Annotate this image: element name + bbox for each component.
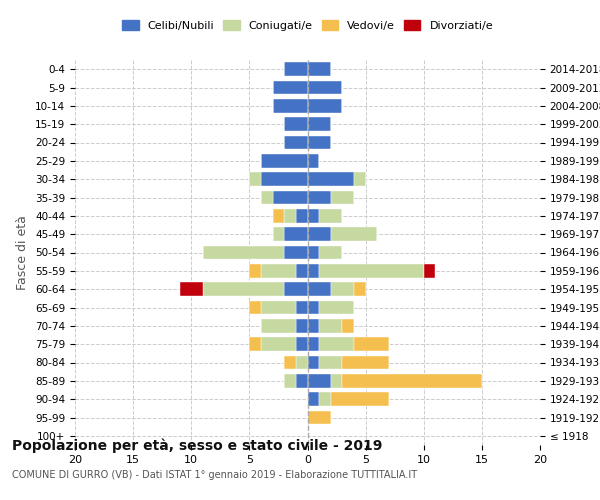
Bar (319, 300, 354, 314)
Bar (296, 264, 308, 278)
Bar (308, 80, 343, 94)
Bar (331, 228, 377, 241)
Bar (250, 338, 261, 351)
Bar (250, 264, 261, 278)
Bar (261, 264, 296, 278)
Bar (272, 80, 308, 94)
Bar (308, 246, 319, 260)
Bar (308, 300, 319, 314)
Bar (272, 209, 284, 222)
Bar (284, 374, 296, 388)
Bar (203, 246, 284, 260)
Bar (331, 392, 389, 406)
Bar (343, 319, 354, 332)
Bar (424, 264, 436, 278)
Bar (308, 392, 319, 406)
Bar (296, 319, 308, 332)
Bar (319, 392, 331, 406)
Bar (308, 319, 319, 332)
Text: COMUNE DI GURRO (VB) - Dati ISTAT 1° gennaio 2019 - Elaborazione TUTTITALIA.IT: COMUNE DI GURRO (VB) - Dati ISTAT 1° gen… (12, 470, 417, 480)
Bar (296, 300, 308, 314)
Bar (308, 374, 331, 388)
Bar (296, 356, 308, 370)
Bar (284, 118, 308, 131)
Bar (308, 154, 319, 168)
Bar (272, 99, 308, 112)
Bar (354, 282, 365, 296)
Bar (261, 172, 308, 186)
Bar (179, 282, 203, 296)
Bar (261, 319, 296, 332)
Bar (272, 228, 284, 241)
Bar (354, 172, 365, 186)
Bar (308, 228, 331, 241)
Y-axis label: Fasce di età: Fasce di età (16, 215, 29, 290)
Bar (319, 319, 343, 332)
Bar (319, 264, 424, 278)
Bar (354, 338, 389, 351)
Bar (284, 282, 308, 296)
Bar (319, 209, 343, 222)
Bar (319, 356, 343, 370)
Bar (296, 374, 308, 388)
Bar (296, 209, 308, 222)
Bar (331, 190, 354, 204)
Bar (343, 374, 482, 388)
Bar (319, 338, 354, 351)
Bar (308, 62, 331, 76)
Bar (308, 410, 331, 424)
Bar (261, 190, 272, 204)
Bar (250, 172, 261, 186)
Text: Popolazione per età, sesso e stato civile - 2019: Popolazione per età, sesso e stato civil… (12, 438, 382, 453)
Bar (272, 190, 308, 204)
Bar (308, 338, 319, 351)
Bar (261, 300, 296, 314)
Bar (343, 356, 389, 370)
Bar (284, 209, 296, 222)
Bar (308, 136, 331, 149)
Bar (319, 246, 343, 260)
Bar (284, 356, 296, 370)
Bar (331, 282, 354, 296)
Legend: Celibi/Nubili, Coniugati/e, Vedovi/e, Divorziati/e: Celibi/Nubili, Coniugati/e, Vedovi/e, Di… (118, 16, 497, 35)
Bar (284, 62, 308, 76)
Bar (284, 136, 308, 149)
Bar (308, 99, 343, 112)
Bar (331, 374, 343, 388)
Bar (250, 300, 261, 314)
Bar (308, 172, 354, 186)
Bar (261, 154, 308, 168)
Bar (284, 228, 308, 241)
Bar (308, 282, 331, 296)
Bar (284, 246, 308, 260)
Bar (308, 264, 319, 278)
Bar (203, 282, 284, 296)
Bar (308, 356, 319, 370)
Bar (261, 338, 296, 351)
Bar (308, 209, 319, 222)
Bar (296, 338, 308, 351)
Bar (308, 190, 331, 204)
Bar (308, 118, 331, 131)
